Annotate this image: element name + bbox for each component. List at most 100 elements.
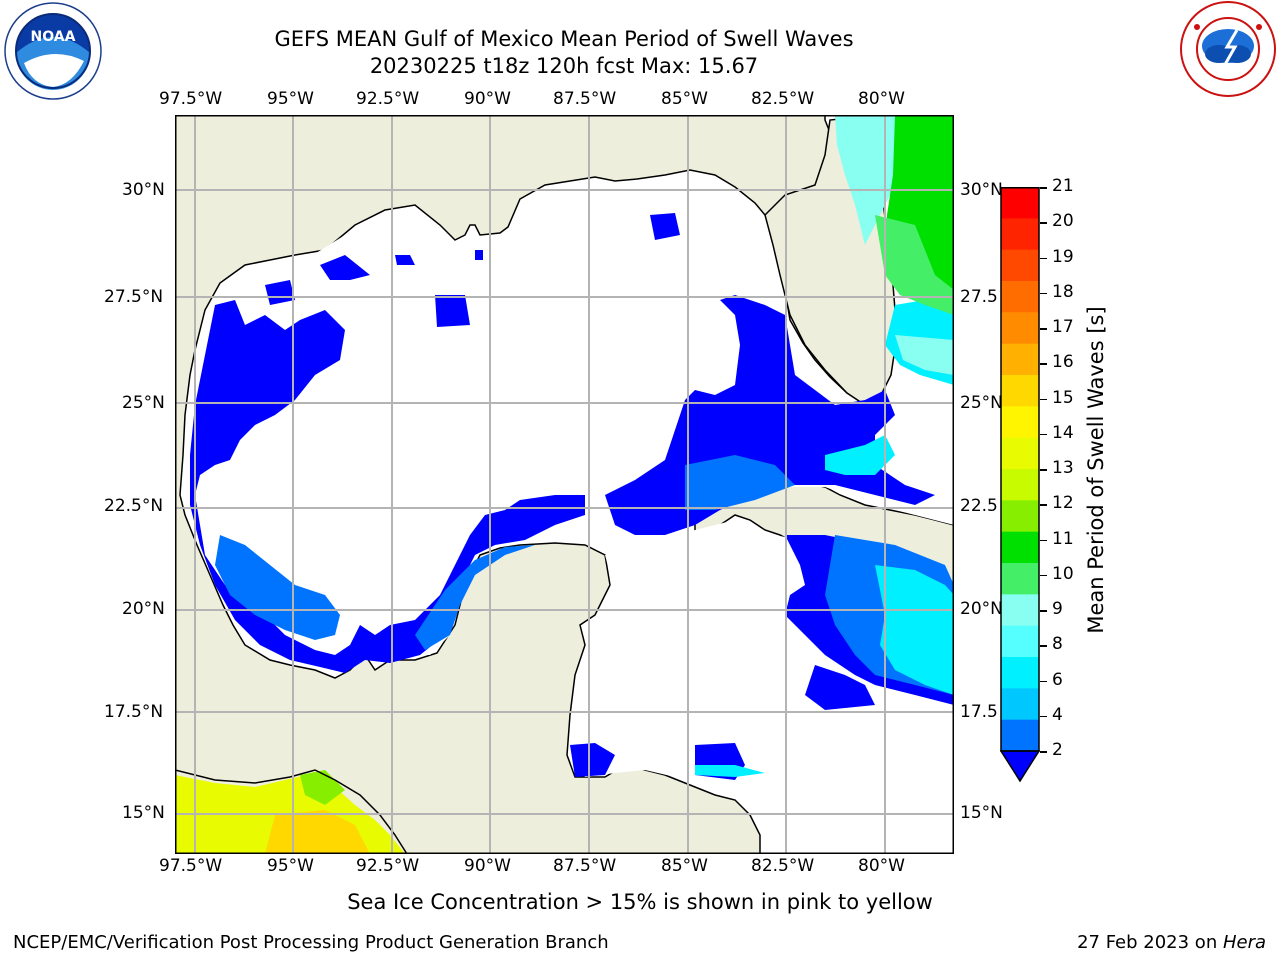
swell-field-aqua: [835, 115, 954, 375]
lat-label-right: 25°N: [960, 393, 1003, 413]
swell-field-mint: [875, 215, 954, 315]
colorbar-band: [1001, 719, 1039, 752]
lon-label-top: 95°W: [267, 89, 314, 109]
lat-label-left: 20°N: [122, 599, 165, 619]
coastline-pacific: [174, 769, 408, 855]
colorbar-under-arrow: [999, 750, 1041, 783]
colorbar-band: [1001, 594, 1039, 627]
lon-label-top: 82.5°W: [751, 89, 815, 109]
colorbar-band: [1001, 625, 1039, 658]
colorbar-tick-mark: [1040, 398, 1047, 400]
colorbar-band: [1001, 187, 1039, 219]
colorbar-band: [1001, 563, 1039, 595]
colorbar-tick-mark: [1040, 715, 1047, 718]
colorbar-tick-mark: [1040, 469, 1047, 471]
colorbar-band: [1001, 249, 1039, 282]
nws-logo-icon: [1177, 0, 1279, 98]
colorbar-tick-label: 21: [1052, 176, 1074, 196]
colorbar-tick-label: 10: [1052, 563, 1074, 584]
map-svg: [174, 114, 955, 855]
footer-left: NCEP/EMC/Verification Post Processing Pr…: [13, 932, 609, 953]
footer-machine: Hera: [1222, 932, 1266, 953]
map-frame: [175, 115, 954, 854]
map-subtitle: 20230225 t18z 120h fcst Max: 15.67: [369, 54, 759, 78]
lon-label-top: 97.5°W: [159, 89, 223, 109]
colorbar-tick-label: 11: [1052, 528, 1074, 549]
colorbar-label: Mean Period of Swell Waves [s]: [1084, 306, 1108, 634]
lat-label-left: 25°N: [122, 393, 165, 413]
colorbar-band: [1001, 406, 1039, 439]
colorbar-tick-label: 17: [1052, 317, 1074, 337]
colorbar: [999, 187, 1041, 783]
lat-label-right: 27.5: [960, 287, 998, 307]
colorbar-tick-label: 19: [1052, 246, 1074, 267]
colorbar-tick-mark: [1040, 539, 1047, 541]
colorbar-svg: [999, 187, 1041, 783]
colorbar-tick-mark: [1040, 363, 1047, 365]
colorbar-tick-label: 16: [1052, 352, 1074, 373]
colorbar-tick-label: 2: [1052, 740, 1063, 760]
lon-label-bottom: 85°W: [661, 856, 708, 876]
gulf-water: [187, 177, 954, 663]
colorbar-tick-mark: [1040, 574, 1047, 577]
colorbar-tick-mark: [1040, 257, 1047, 259]
colorbar-tick-mark: [1040, 222, 1047, 224]
lon-label-top: 87.5°W: [553, 89, 617, 109]
lat-label-right: 20°N: [960, 599, 1003, 619]
colorbar-frame: [1000, 187, 1040, 752]
colorbar-tick-mark: [1040, 751, 1047, 753]
colorbar-band: [1001, 531, 1039, 564]
lon-label-top: 92.5°W: [356, 89, 420, 109]
colorbar-tick-label: 14: [1052, 422, 1074, 443]
colorbar-tick-mark: [1040, 645, 1047, 647]
footer-date: 27 Feb 2023 on: [1077, 932, 1223, 953]
colorbar-tick-mark: [1040, 680, 1047, 682]
colorbar-tick-label: 13: [1052, 458, 1074, 478]
colorbar-band: [1001, 343, 1039, 376]
colorbar-tick-mark: [1040, 610, 1047, 612]
colorbar-tick-mark: [1040, 292, 1047, 295]
colorbar-tick-mark: [1040, 187, 1047, 189]
colorbar-band: [1001, 500, 1039, 533]
lat-label-right: 22.5: [960, 496, 998, 516]
noaa-logo-icon: NOAA: [2, 1, 104, 101]
sea-ice-note: Sea Ice Concentration > 15% is shown in …: [347, 890, 933, 914]
noaa-logo-text: NOAA: [31, 29, 76, 45]
colorbar-tick-label: 9: [1052, 599, 1063, 619]
colorbar-tick-label: 20: [1052, 211, 1074, 232]
colorbar-tick-mark: [1040, 328, 1047, 330]
colorbar-tick-label: 12: [1052, 493, 1074, 514]
lat-label-right: 30°N: [960, 180, 1003, 200]
map-title: GEFS MEAN Gulf of Mexico Mean Period of …: [274, 27, 854, 51]
map-gridlines: [175, 115, 954, 854]
lon-label-bottom: 82.5°W: [751, 856, 815, 876]
colorbar-tick-label: 4: [1052, 704, 1063, 725]
colorbar-band: [1001, 218, 1039, 251]
lon-label-top: 90°W: [464, 89, 511, 109]
lat-label-left: 22.5°N: [104, 496, 164, 516]
colorbar-band: [1001, 281, 1039, 313]
lon-label-top: 85°W: [661, 89, 708, 109]
colorbar-band: [1001, 657, 1039, 689]
lon-label-bottom: 97.5°W: [159, 856, 223, 876]
lon-label-top: 80°W: [858, 89, 905, 109]
colorbar-band: [1001, 469, 1039, 501]
colorbar-band: [1001, 437, 1039, 470]
lon-label-bottom: 92.5°W: [356, 856, 420, 876]
lon-label-bottom: 95°W: [267, 856, 314, 876]
lon-label-bottom: 90°W: [464, 856, 511, 876]
map-panel: [174, 114, 955, 855]
colorbar-tick-label: 6: [1052, 669, 1063, 690]
colorbar-band: [1001, 688, 1039, 721]
lat-label-left: 30°N: [122, 180, 165, 200]
swell-field-yellow-orange: [265, 810, 370, 854]
lat-label-right: 15°N: [960, 803, 1003, 823]
colorbar-tick-label: 15: [1052, 387, 1074, 408]
colorbar-band: [1001, 312, 1039, 345]
colorbar-tick-mark: [1040, 504, 1047, 506]
footer-right: 27 Feb 2023 on Hera: [1077, 932, 1266, 953]
colorbar-tick-mark: [1040, 433, 1047, 436]
lat-label-left: 27.5°N: [104, 287, 164, 307]
lat-label-left: 17.5°N: [104, 702, 164, 722]
colorbar-tick-label: 8: [1052, 634, 1063, 655]
